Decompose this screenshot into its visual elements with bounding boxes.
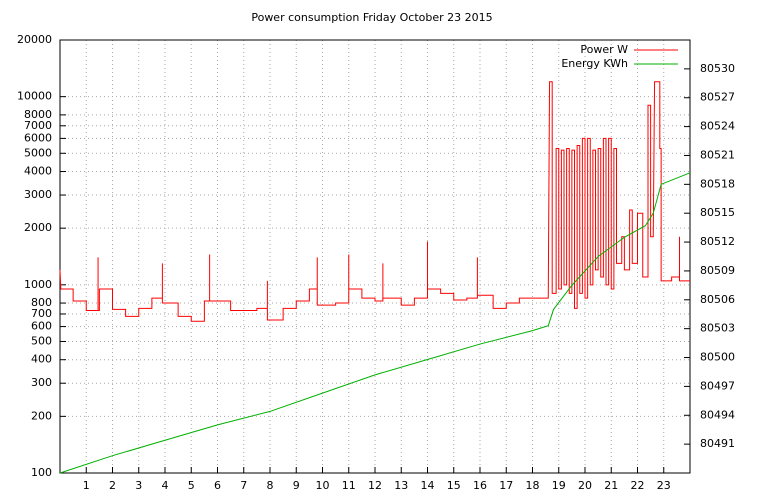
x-tick-label: 11 (342, 479, 356, 492)
x-tick-label: 20 (578, 479, 592, 492)
y2-tick-label: 80512 (700, 235, 735, 248)
y-tick-label: 2000 (24, 221, 52, 234)
x-tick-label: 21 (604, 479, 618, 492)
x-tick-label: 7 (240, 479, 247, 492)
x-tick-label: 8 (267, 479, 274, 492)
y2-tick-label: 80503 (700, 322, 735, 335)
legend-label: Energy KWh (561, 57, 628, 70)
x-tick-label: 3 (135, 479, 142, 492)
x-tick-label: 2 (109, 479, 116, 492)
x-tick-label: 15 (447, 479, 461, 492)
x-tick-label: 6 (214, 479, 221, 492)
y2-tick-label: 80494 (700, 408, 735, 421)
x-tick-label: 5 (188, 479, 195, 492)
y2-tick-label: 80506 (700, 293, 735, 306)
y-tick-label: 6000 (24, 131, 52, 144)
x-tick-label: 9 (293, 479, 300, 492)
x-tick-label: 16 (473, 479, 487, 492)
y-tick-label: 3000 (24, 188, 52, 201)
y-tick-label: 4000 (24, 165, 52, 178)
x-tick-label: 18 (526, 479, 540, 492)
y-tick-label: 8000 (24, 108, 52, 121)
y-tick-label: 5000 (24, 146, 52, 159)
y-tick-label: 1000 (24, 278, 52, 291)
x-tick-label: 12 (368, 479, 382, 492)
y2-tick-label: 80515 (700, 206, 735, 219)
x-tick-label: 13 (394, 479, 408, 492)
x-tick-label: 4 (162, 479, 169, 492)
x-tick-label: 19 (552, 479, 566, 492)
y2-tick-label: 80497 (700, 379, 735, 392)
y2-tick-label: 80521 (700, 148, 735, 161)
y2-tick-label: 80491 (700, 437, 735, 450)
x-tick-label: 10 (316, 479, 330, 492)
y-tick-label: 10000 (17, 90, 52, 103)
y-tick-label: 400 (31, 353, 52, 366)
y-tick-label: 300 (31, 376, 52, 389)
y-tick-label: 7000 (24, 119, 52, 132)
y-tick-label: 800 (31, 296, 52, 309)
y-tick-label: 100 (31, 466, 52, 479)
y-tick-label: 600 (31, 320, 52, 333)
x-tick-label: 1 (83, 479, 90, 492)
y2-tick-label: 80518 (700, 177, 735, 190)
y-tick-label: 200 (31, 409, 52, 422)
y2-tick-label: 80530 (700, 62, 735, 75)
x-tick-label: 22 (631, 479, 645, 492)
y2-tick-label: 80527 (700, 91, 735, 104)
chart-title: Power consumption Friday October 23 2015 (251, 11, 492, 24)
legend-label: Power W (580, 43, 628, 56)
x-tick-label: 23 (657, 479, 671, 492)
y2-tick-label: 80509 (700, 264, 735, 277)
x-tick-label: 14 (421, 479, 435, 492)
y-tick-label: 20000 (17, 33, 52, 46)
y2-tick-label: 80500 (700, 351, 735, 364)
y-tick-label: 500 (31, 334, 52, 347)
y-tick-label: 700 (31, 307, 52, 320)
plot-frame (59, 39, 691, 474)
series-line (59, 172, 691, 474)
series-line (59, 81, 690, 322)
x-tick-label: 17 (499, 479, 513, 492)
y2-tick-label: 80524 (700, 120, 735, 133)
